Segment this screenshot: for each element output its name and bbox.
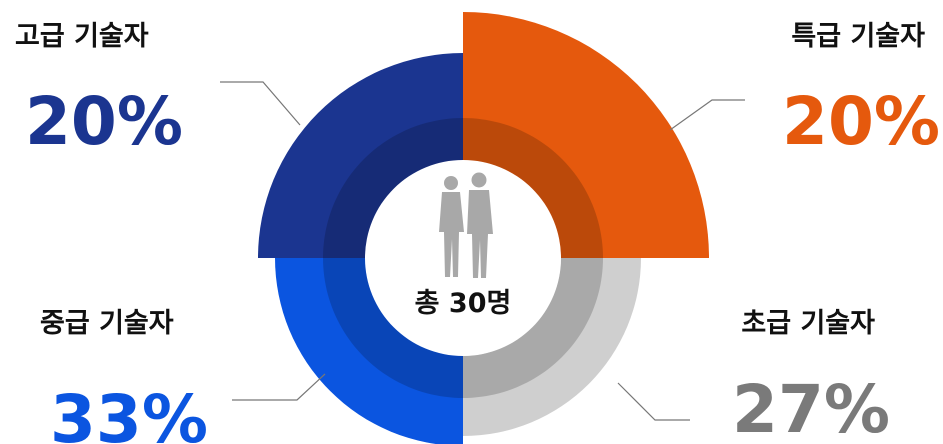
value-label: 33%: [50, 381, 208, 444]
leader-line: [617, 382, 690, 421]
value-label: 20%: [25, 83, 183, 160]
inner-ring: [323, 118, 604, 398]
category-label: 중급 기술자: [40, 308, 174, 339]
leader-line: [669, 99, 745, 131]
value-label: 20%: [782, 83, 940, 160]
category-label: 특급 기술자: [791, 21, 925, 52]
leader-line: [220, 81, 301, 126]
category-label: 고급 기술자: [15, 21, 149, 52]
people-icon: [439, 172, 493, 278]
center-circle: [365, 160, 561, 356]
category-label: 초급 기술자: [741, 308, 875, 339]
leader-line: [232, 373, 326, 401]
value-label: 27%: [732, 371, 890, 444]
center-label: 총 30명: [415, 288, 512, 319]
